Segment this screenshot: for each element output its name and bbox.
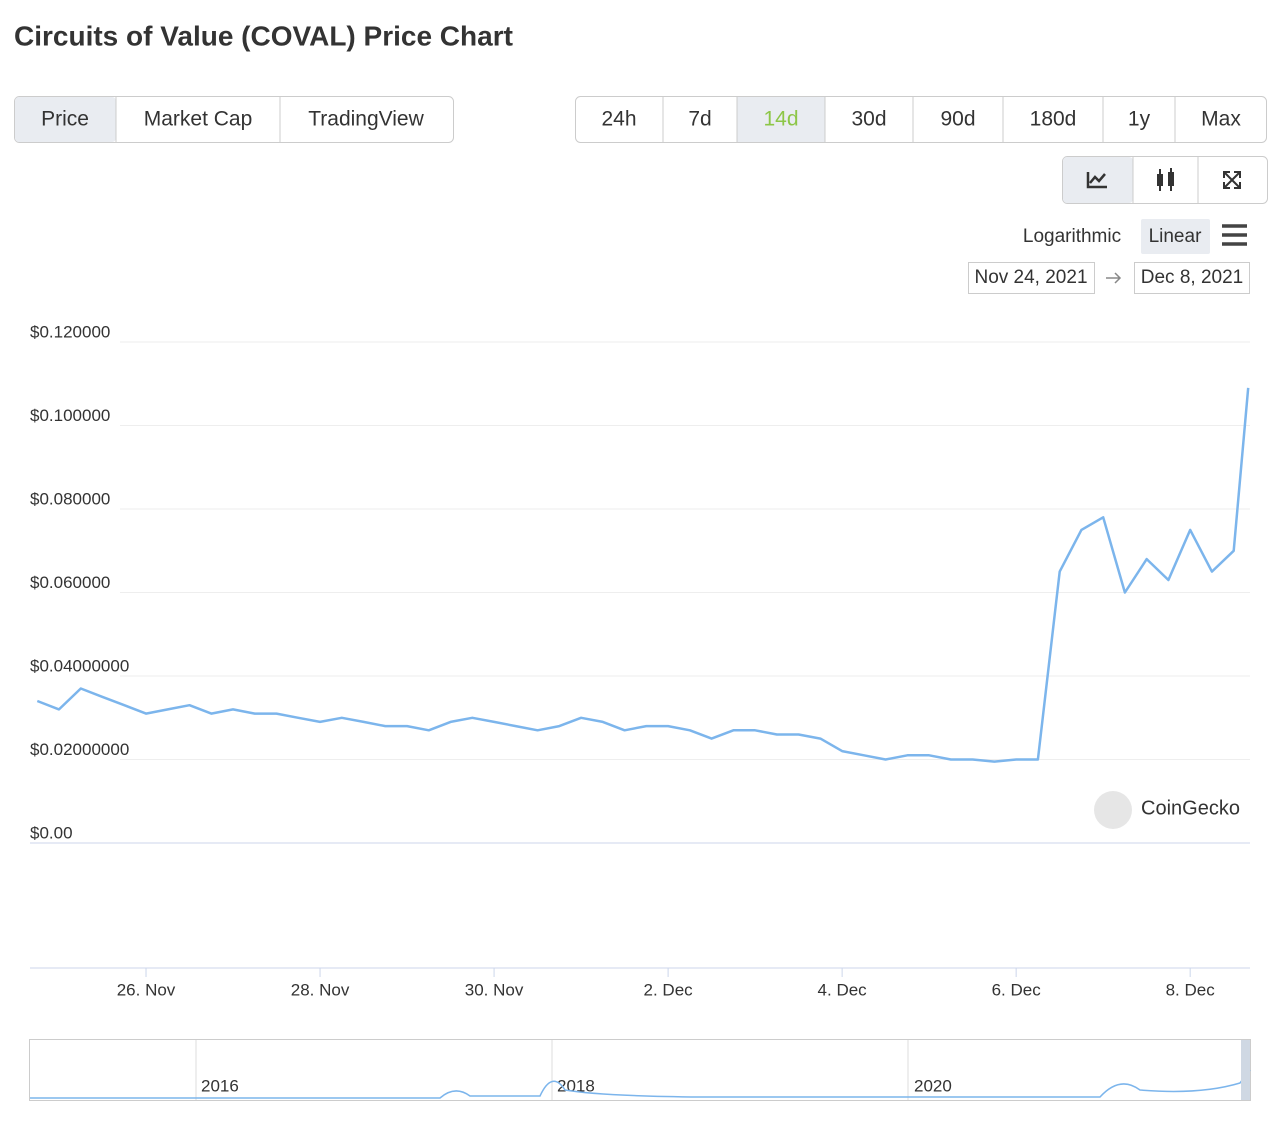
navigator-label: 2020 xyxy=(914,1076,952,1095)
y-tick-label: $0.120000 xyxy=(30,322,110,341)
navigator-label: 2016 xyxy=(201,1076,239,1095)
date-from: Nov 24, 2021 xyxy=(974,267,1087,288)
price-line xyxy=(36,387,1250,763)
x-tick-label: 2. Dec xyxy=(644,980,694,999)
range-selected-bg xyxy=(737,97,825,142)
y-tick-label: $0.04000000 xyxy=(30,656,129,675)
range-button[interactable]: Max xyxy=(1201,108,1241,131)
y-tick-label: $0.100000 xyxy=(30,406,110,425)
arrow xyxy=(1106,272,1122,284)
navigator-line xyxy=(30,1069,1251,1099)
range-button[interactable]: 180d xyxy=(1030,108,1077,131)
range-button[interactable]: 30d xyxy=(851,108,886,131)
menu-icon[interactable] xyxy=(1222,224,1247,246)
tab[interactable]: TradingView xyxy=(308,108,424,131)
date-input[interactable] xyxy=(968,262,1095,294)
y-tick-label: $0.00 xyxy=(30,823,73,842)
x-tick-label: 26. Nov xyxy=(117,980,176,999)
navigator xyxy=(29,1039,1251,1101)
range-button[interactable]: 90d xyxy=(940,108,975,131)
x-tick-label: 4. Dec xyxy=(818,980,868,999)
tab[interactable]: Market Cap xyxy=(144,108,253,131)
x-tick-label: 28. Nov xyxy=(291,980,350,999)
date-input[interactable] xyxy=(1134,262,1250,294)
line-chart-icon[interactable] xyxy=(1086,172,1107,189)
navigator-handle[interactable] xyxy=(1241,1040,1250,1100)
range-group: 24h 7d 14d 30d 90d 180d 1y Max xyxy=(575,96,1267,143)
x-tick-label: 6. Dec xyxy=(992,980,1042,999)
tab[interactable]: Price xyxy=(41,108,89,131)
scale-option[interactable]: Linear xyxy=(1149,226,1202,247)
y-tick-label: $0.02000000 xyxy=(30,740,129,759)
x-tick-label: 30. Nov xyxy=(465,980,524,999)
range-button[interactable]: 7d xyxy=(688,108,711,131)
tab-group xyxy=(14,96,454,143)
fullscreen-icon[interactable] xyxy=(1223,171,1241,189)
range-button[interactable]: 24h xyxy=(601,108,636,131)
candle-icon[interactable] xyxy=(1157,168,1174,191)
scale-selected-bg xyxy=(1141,219,1210,254)
scale-option[interactable]: Logarithmic xyxy=(1023,226,1121,247)
tab-selected-bg xyxy=(15,97,116,142)
watermark: CoinGecko xyxy=(1141,797,1240,819)
range-group-frame xyxy=(575,96,1267,143)
x-tick-label: 8. Dec xyxy=(1166,980,1216,999)
y-tick-label: $0.060000 xyxy=(30,573,110,592)
watermark-logo xyxy=(1094,791,1132,829)
date-to: Dec 8, 2021 xyxy=(1141,267,1243,288)
y-tick-label: $0.080000 xyxy=(30,489,110,508)
page-title: Circuits of Value (COVAL) Price Chart xyxy=(14,20,513,51)
plot: $0.00 $0.02000000 $0.04000000 $0.060000 $0.0… xyxy=(30,322,1250,999)
range-button[interactable]: 14d xyxy=(763,108,798,131)
range-button[interactable]: 1y xyxy=(1128,108,1151,131)
